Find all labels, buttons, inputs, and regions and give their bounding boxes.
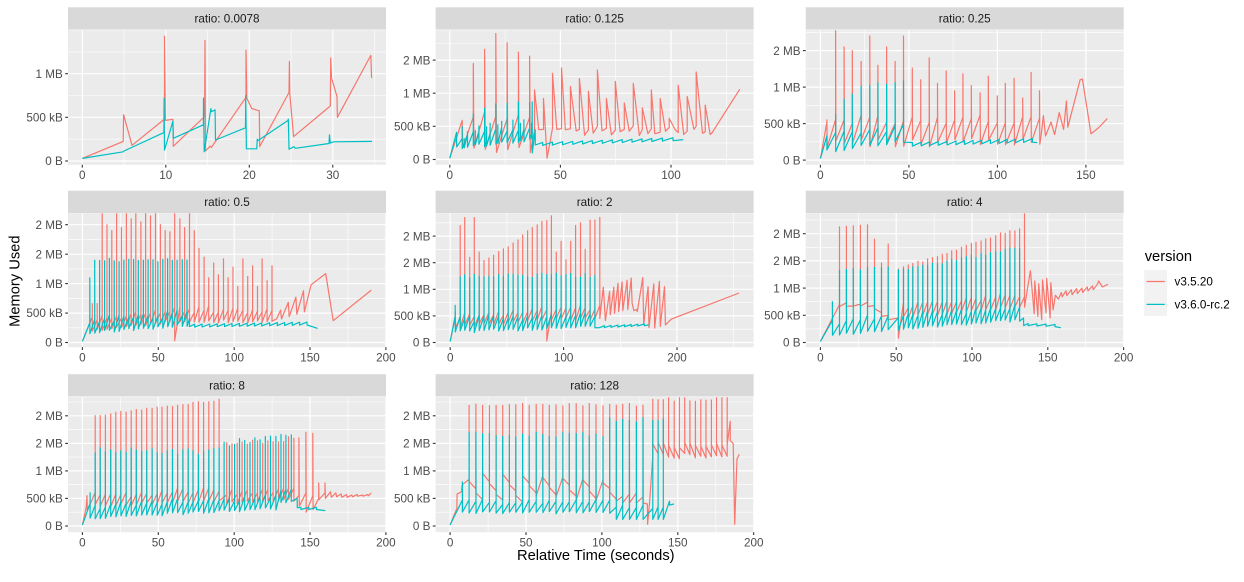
svg-text:100: 100	[224, 536, 244, 549]
svg-text:v3.5.20: v3.5.20	[1175, 276, 1214, 289]
svg-text:ratio: 0.5: ratio: 0.5	[204, 196, 250, 209]
svg-text:0 B: 0 B	[45, 337, 63, 350]
svg-text:100: 100	[592, 536, 612, 549]
svg-text:ratio: 0.0078: ratio: 0.0078	[195, 13, 260, 26]
svg-text:500 kB: 500 kB	[764, 310, 801, 323]
svg-text:50: 50	[890, 351, 904, 364]
svg-text:150: 150	[668, 536, 688, 549]
svg-text:0 B: 0 B	[413, 154, 431, 167]
svg-text:2 MB: 2 MB	[36, 410, 63, 423]
svg-text:1 MB: 1 MB	[36, 278, 63, 291]
svg-text:50: 50	[902, 169, 916, 182]
svg-text:500 kB: 500 kB	[764, 118, 801, 131]
svg-text:2 MB: 2 MB	[403, 230, 430, 243]
svg-text:1 MB: 1 MB	[403, 284, 430, 297]
svg-text:2 MB: 2 MB	[36, 219, 63, 232]
svg-text:150: 150	[1076, 169, 1096, 182]
svg-text:1 MB: 1 MB	[773, 81, 800, 94]
svg-text:500 kB: 500 kB	[26, 307, 63, 320]
svg-text:500 kB: 500 kB	[26, 112, 63, 125]
svg-text:ratio: 0.25: ratio: 0.25	[939, 13, 991, 26]
svg-text:0: 0	[817, 351, 824, 364]
svg-text:2 MB: 2 MB	[403, 410, 430, 423]
svg-text:500 kB: 500 kB	[26, 493, 63, 506]
svg-text:2 MB: 2 MB	[773, 255, 800, 268]
svg-text:ratio: 2: ratio: 2	[577, 196, 613, 209]
svg-text:100: 100	[224, 351, 244, 364]
svg-text:50: 50	[554, 169, 568, 182]
svg-text:version: version	[1145, 249, 1192, 265]
svg-text:100: 100	[962, 351, 982, 364]
svg-text:2 MB: 2 MB	[773, 45, 800, 58]
svg-text:ratio: 4: ratio: 4	[947, 196, 983, 209]
svg-text:1 MB: 1 MB	[403, 465, 430, 478]
svg-text:2 MB: 2 MB	[36, 438, 63, 451]
svg-text:200: 200	[1114, 351, 1134, 364]
svg-text:150: 150	[300, 351, 320, 364]
svg-text:1 MB: 1 MB	[773, 282, 800, 295]
svg-text:150: 150	[1038, 351, 1058, 364]
svg-text:0 B: 0 B	[45, 520, 63, 533]
svg-text:2 MB: 2 MB	[773, 228, 800, 241]
svg-text:50: 50	[152, 351, 166, 364]
svg-text:10: 10	[159, 169, 173, 182]
svg-text:2 MB: 2 MB	[403, 257, 430, 270]
svg-text:0: 0	[79, 351, 86, 364]
svg-text:0 B: 0 B	[413, 520, 431, 533]
svg-text:500 kB: 500 kB	[394, 121, 431, 134]
svg-text:1 MB: 1 MB	[403, 87, 430, 100]
svg-text:Memory Used: Memory Used	[8, 235, 24, 326]
svg-text:50: 50	[519, 536, 533, 549]
svg-text:0 B: 0 B	[413, 337, 431, 350]
svg-text:30: 30	[326, 169, 340, 182]
svg-text:200: 200	[667, 351, 687, 364]
svg-text:500 kB: 500 kB	[394, 493, 431, 506]
svg-text:v3.6.0-rc.2: v3.6.0-rc.2	[1175, 299, 1230, 312]
svg-text:500 kB: 500 kB	[394, 310, 431, 323]
svg-text:0 B: 0 B	[45, 155, 63, 168]
svg-text:0: 0	[447, 169, 454, 182]
svg-text:1 MB: 1 MB	[36, 465, 63, 478]
svg-text:200: 200	[376, 351, 396, 364]
svg-text:100: 100	[554, 351, 574, 364]
svg-text:2 MB: 2 MB	[403, 54, 430, 67]
svg-text:0: 0	[447, 351, 454, 364]
svg-text:100: 100	[661, 169, 681, 182]
svg-text:0: 0	[79, 536, 86, 549]
svg-text:200: 200	[376, 536, 396, 549]
svg-text:0: 0	[447, 536, 454, 549]
svg-text:20: 20	[243, 169, 257, 182]
svg-text:1 MB: 1 MB	[36, 68, 63, 81]
svg-text:2 MB: 2 MB	[36, 248, 63, 261]
svg-text:2 MB: 2 MB	[403, 438, 430, 451]
svg-text:50: 50	[152, 536, 166, 549]
svg-text:200: 200	[744, 536, 764, 549]
svg-text:ratio: 0.125: ratio: 0.125	[565, 13, 624, 26]
svg-text:0 B: 0 B	[783, 154, 801, 167]
svg-text:ratio: 128: ratio: 128	[570, 380, 619, 393]
svg-text:100: 100	[988, 169, 1008, 182]
svg-text:150: 150	[300, 536, 320, 549]
svg-text:0 B: 0 B	[783, 337, 801, 350]
svg-text:Relative Time (seconds): Relative Time (seconds)	[517, 548, 675, 564]
svg-text:0: 0	[817, 169, 824, 182]
svg-text:ratio: 8: ratio: 8	[209, 380, 245, 393]
svg-text:0: 0	[79, 169, 86, 182]
